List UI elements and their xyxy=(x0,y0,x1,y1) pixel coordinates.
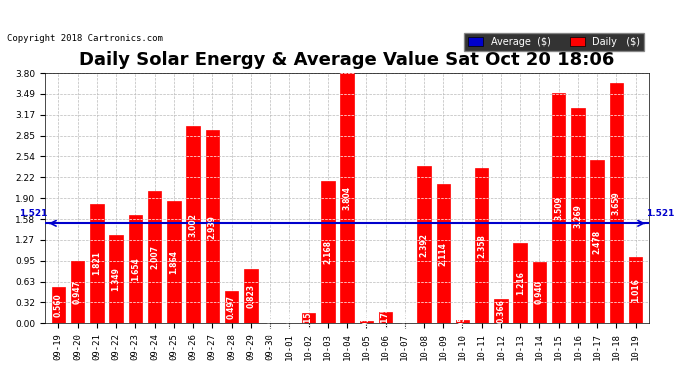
Bar xyxy=(494,299,508,323)
Text: 0.947: 0.947 xyxy=(73,280,82,304)
Text: 0.050: 0.050 xyxy=(458,310,467,334)
Bar xyxy=(610,82,623,323)
Bar xyxy=(186,126,200,323)
Bar xyxy=(321,181,335,323)
Bar xyxy=(225,291,238,323)
Bar xyxy=(340,73,354,323)
Bar xyxy=(513,243,527,323)
Bar xyxy=(437,184,450,323)
Legend: Average  ($), Daily   ($): Average ($), Daily ($) xyxy=(464,33,644,51)
Bar xyxy=(90,204,104,323)
Bar xyxy=(206,130,219,323)
Bar xyxy=(244,269,257,323)
Text: 3.659: 3.659 xyxy=(612,191,621,215)
Text: 1.821: 1.821 xyxy=(92,252,101,276)
Text: 2.168: 2.168 xyxy=(324,240,333,264)
Title: Daily Solar Energy & Average Value Sat Oct 20 18:06: Daily Solar Energy & Average Value Sat O… xyxy=(79,51,615,69)
Text: 0.560: 0.560 xyxy=(54,293,63,317)
Bar xyxy=(109,235,123,323)
Bar xyxy=(417,166,431,323)
Bar xyxy=(71,261,84,323)
Text: 0.000: 0.000 xyxy=(400,312,409,335)
Bar xyxy=(302,313,315,323)
Bar xyxy=(456,320,469,323)
Text: 0.000: 0.000 xyxy=(285,312,294,335)
Text: 2.939: 2.939 xyxy=(208,215,217,238)
Text: 3.509: 3.509 xyxy=(554,196,563,220)
Text: 1.864: 1.864 xyxy=(169,250,178,274)
Bar xyxy=(128,214,142,323)
Text: 2.478: 2.478 xyxy=(593,230,602,254)
Text: 2.114: 2.114 xyxy=(439,242,448,266)
Bar xyxy=(148,191,161,323)
Text: 0.366: 0.366 xyxy=(497,299,506,323)
Bar xyxy=(52,286,65,323)
Text: 2.392: 2.392 xyxy=(420,233,428,256)
Text: 1.216: 1.216 xyxy=(515,272,524,296)
Bar xyxy=(379,312,392,323)
Bar xyxy=(533,261,546,323)
Text: 1.654: 1.654 xyxy=(131,257,140,281)
Text: 3.804: 3.804 xyxy=(342,186,351,210)
Bar xyxy=(359,321,373,323)
Bar xyxy=(167,201,181,323)
Text: 1.521: 1.521 xyxy=(19,209,48,218)
Bar xyxy=(552,93,566,323)
Text: 0.940: 0.940 xyxy=(535,280,544,304)
Text: 0.497: 0.497 xyxy=(227,295,236,319)
Text: 1.521: 1.521 xyxy=(647,209,675,218)
Text: 0.823: 0.823 xyxy=(246,284,255,308)
Text: 0.157: 0.157 xyxy=(304,306,313,330)
Bar xyxy=(571,108,584,323)
Text: Copyright 2018 Cartronics.com: Copyright 2018 Cartronics.com xyxy=(7,34,163,43)
Text: 0.000: 0.000 xyxy=(266,312,275,335)
Text: 3.269: 3.269 xyxy=(573,204,582,228)
Text: 0.031: 0.031 xyxy=(362,310,371,334)
Text: 3.002: 3.002 xyxy=(188,213,197,237)
Text: 2.007: 2.007 xyxy=(150,245,159,269)
Bar xyxy=(475,168,489,323)
Text: 2.358: 2.358 xyxy=(477,234,486,258)
Text: 0.175: 0.175 xyxy=(381,306,390,330)
Bar xyxy=(629,256,642,323)
Text: 1.016: 1.016 xyxy=(631,278,640,302)
Text: 1.349: 1.349 xyxy=(112,267,121,291)
Bar xyxy=(591,160,604,323)
